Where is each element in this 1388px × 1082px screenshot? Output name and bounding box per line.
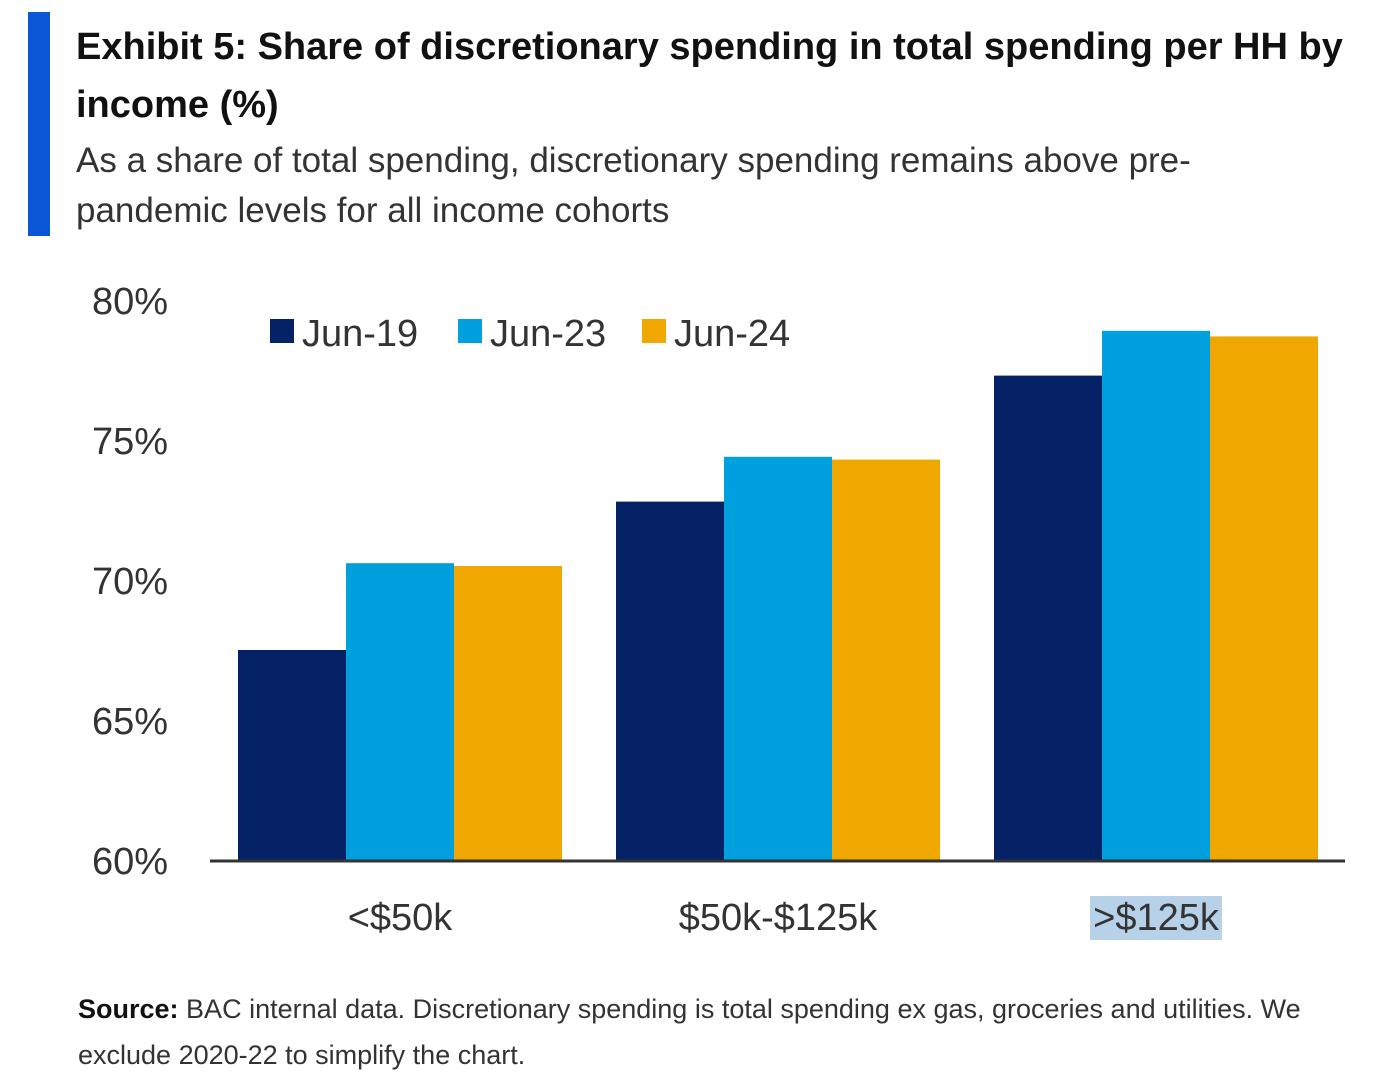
x-tick-label: >$125k	[1093, 897, 1220, 939]
source-label: Source:	[78, 994, 179, 1024]
x-label-highlight	[1090, 896, 1222, 940]
bar-jun-19-1	[238, 650, 346, 860]
chart-subtitle: As a share of total spending, discretion…	[76, 141, 1191, 230]
y-tick-label: 65%	[92, 701, 168, 743]
bar-jun-24-1	[454, 566, 562, 860]
chart-title: Exhibit 5: Share of discretionary spendi…	[76, 26, 1343, 126]
legend-swatch-jun-23	[458, 319, 482, 343]
legend-swatch-jun-24	[642, 319, 666, 343]
y-tick-label: 60%	[92, 841, 168, 883]
source-note: Source: BAC internal data. Discretionary…	[78, 986, 1368, 1078]
y-tick-label: 75%	[92, 421, 168, 463]
x-axis-labels: <$50k $50k-$125k >$125k	[348, 896, 1222, 940]
legend-label: Jun-19	[302, 313, 418, 355]
bar-jun-23-3	[1102, 330, 1210, 860]
bar-chart: 60% 65% 70% 75% 80% Jun-19 Jun-23 Jun-24 <$50k…	[92, 281, 1345, 940]
bar-jun-19-2	[616, 501, 724, 860]
source-text: BAC internal data. Discretionary spendin…	[78, 994, 1301, 1070]
bars	[238, 330, 1318, 860]
x-tick-label: <$50k	[348, 897, 454, 939]
accent-bar	[28, 12, 50, 236]
legend-label: Jun-23	[490, 313, 606, 355]
bar-jun-23-2	[724, 456, 832, 860]
bar-jun-19-3	[994, 375, 1102, 860]
y-tick-label: 70%	[92, 561, 168, 603]
bar-jun-24-3	[1210, 336, 1318, 860]
legend: Jun-19 Jun-23 Jun-24	[270, 313, 790, 355]
y-axis-ticks: 60% 65% 70% 75% 80%	[92, 281, 168, 883]
bar-jun-23-1	[346, 563, 454, 860]
y-tick-label: 80%	[92, 281, 168, 323]
x-tick-label: $50k-$125k	[679, 897, 879, 939]
legend-label: Jun-24	[674, 313, 790, 355]
legend-swatch-jun-19	[270, 319, 294, 343]
bar-jun-24-2	[832, 459, 940, 860]
